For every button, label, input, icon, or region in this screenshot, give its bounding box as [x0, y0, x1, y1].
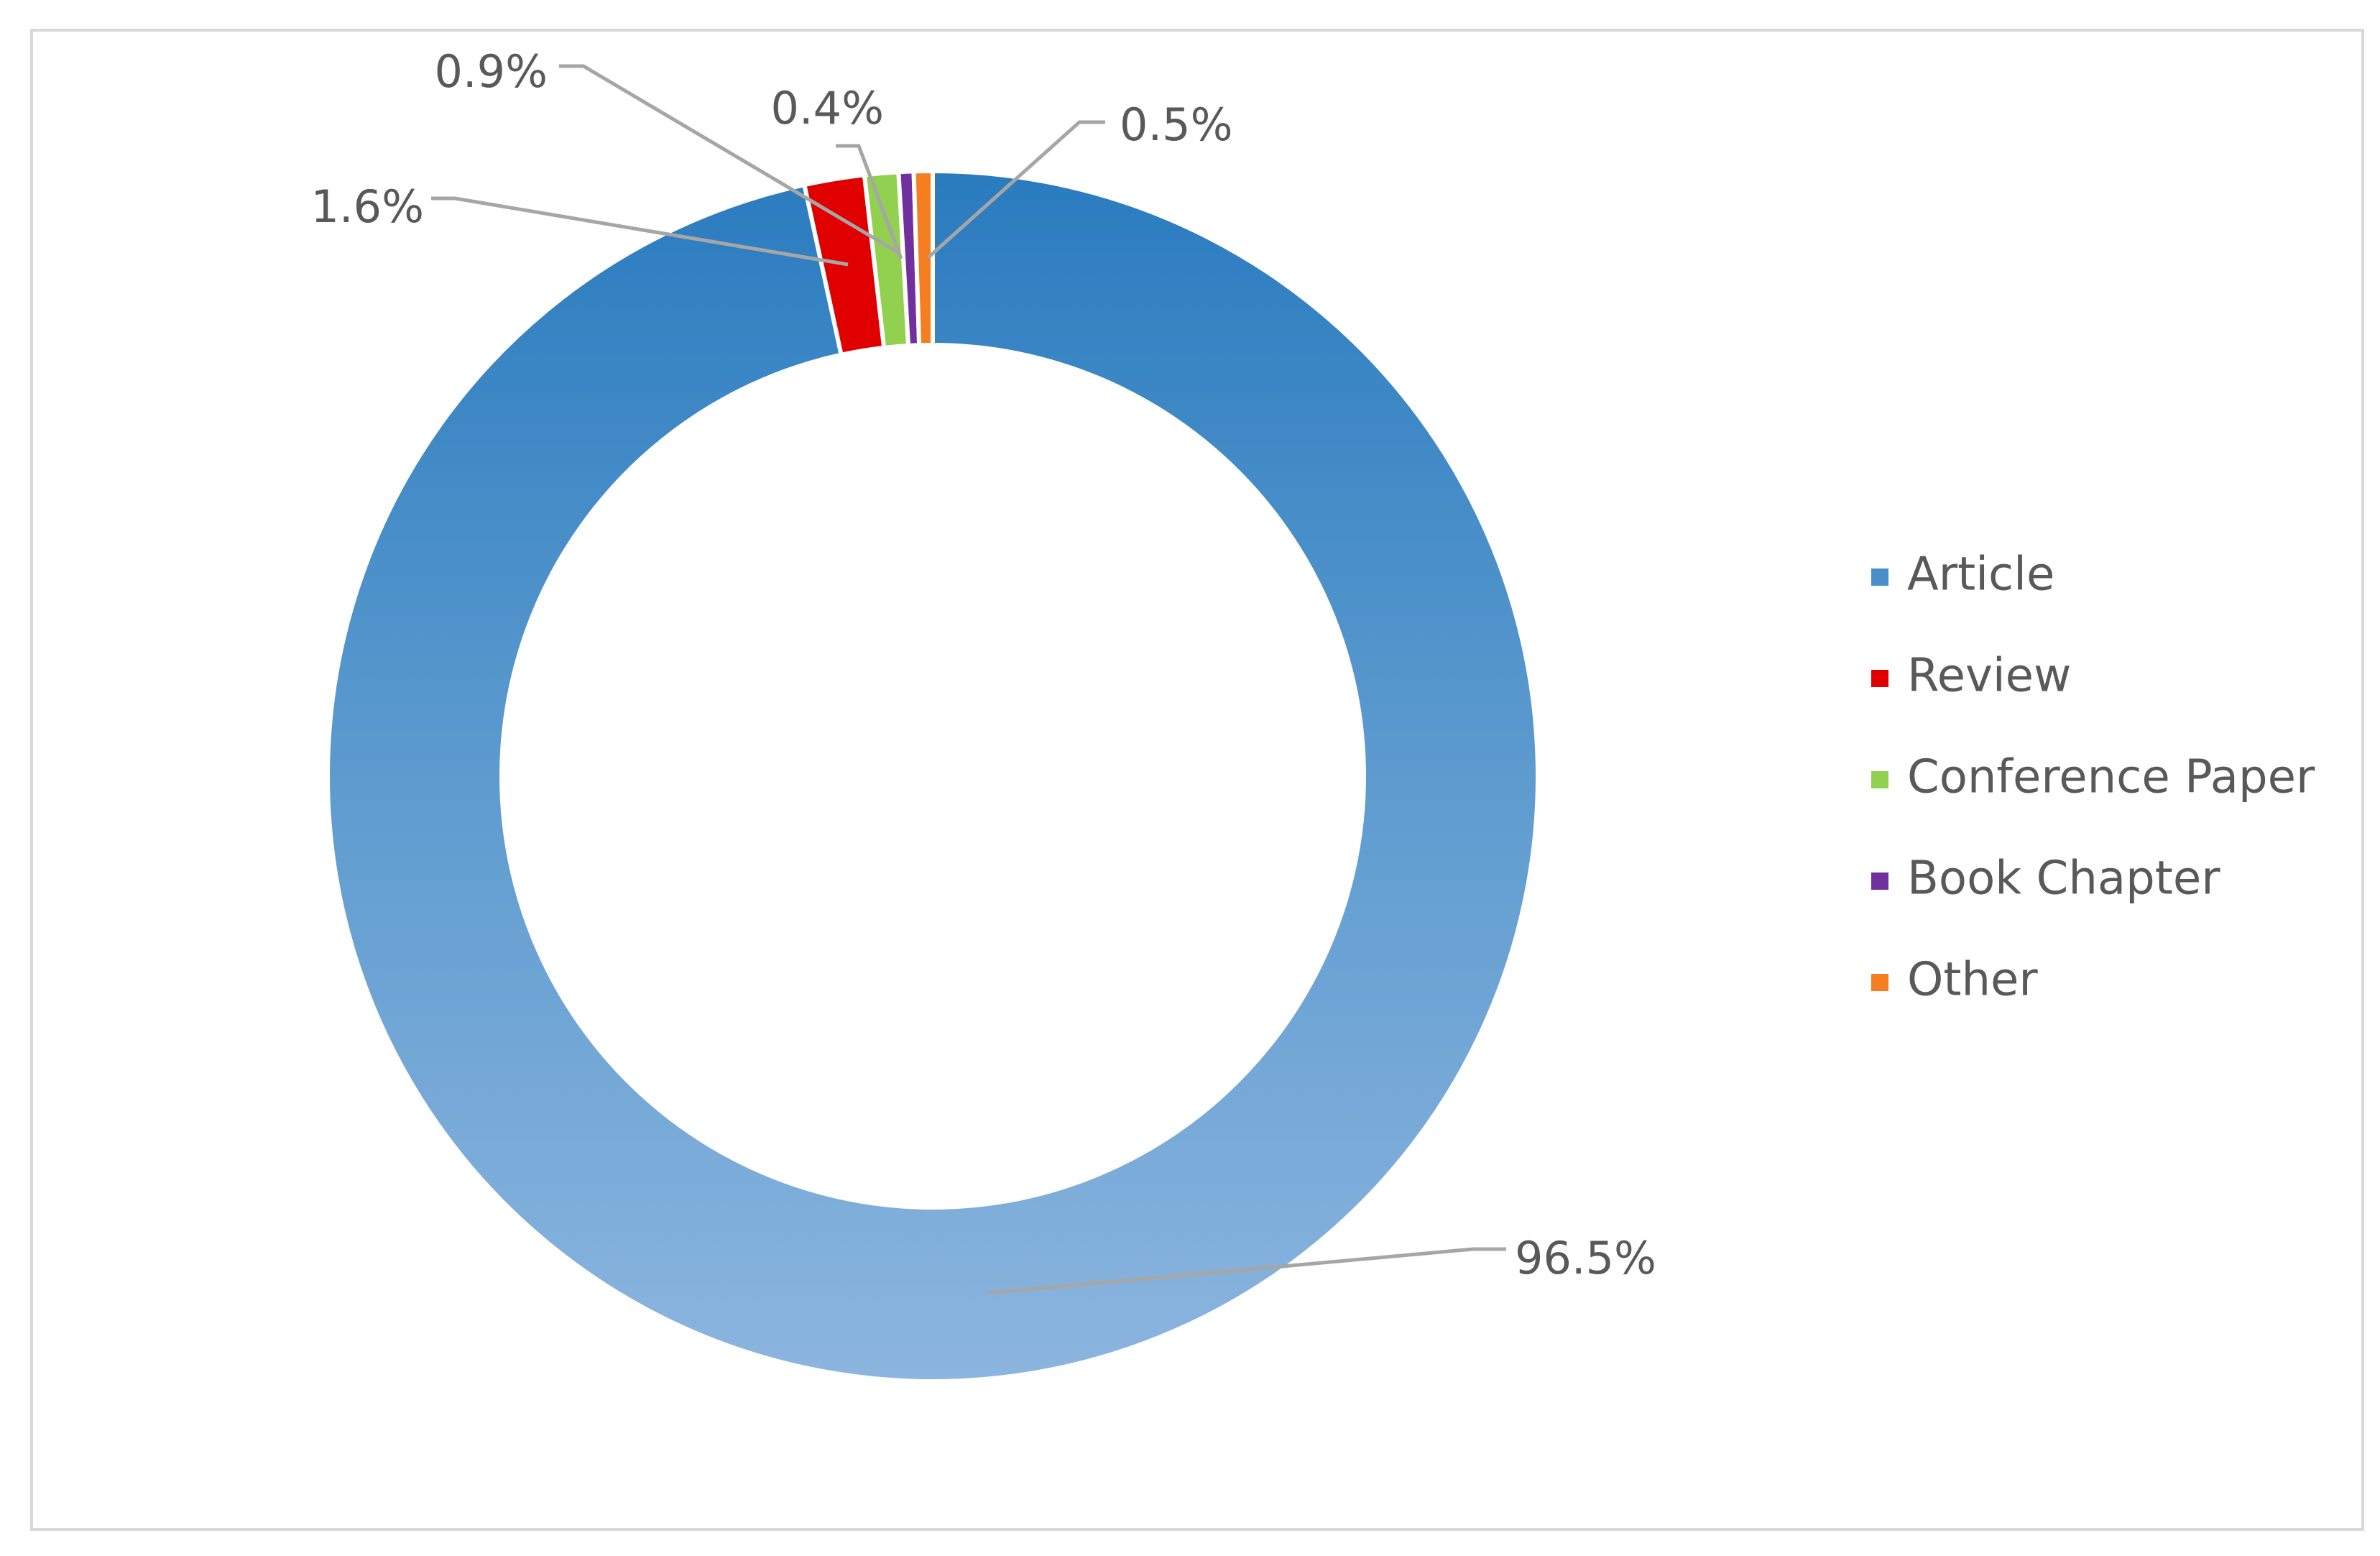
legend-swatch-conference-paper: [1871, 771, 1888, 788]
data-labels-group: 96.5% 1.6% 0.9% 0.4% 0.5%: [310, 45, 1656, 1284]
leader-line-other: [927, 120, 1105, 259]
leader-lines-group: [431, 64, 1506, 1295]
legend-label-conference-paper: Conference Paper: [1907, 751, 2315, 804]
leader-line-article: [987, 1247, 1506, 1295]
data-label-other: 0.5%: [1120, 98, 1233, 151]
slice-other: [911, 168, 935, 348]
legend-label-book-chapter: Book Chapter: [1907, 852, 2220, 906]
legend-swatch-article: [1871, 568, 1888, 586]
leader-line-review: [431, 196, 849, 267]
legend-swatch-review: [1871, 670, 1888, 687]
leader-line-book-chapter: [836, 144, 903, 259]
slice-article: [326, 168, 1540, 1384]
leader-line-conference-paper: [559, 64, 898, 254]
data-label-book-chapter: 0.4%: [770, 82, 884, 134]
legend-label-article: Article: [1907, 548, 2054, 602]
data-label-review: 1.6%: [310, 180, 424, 233]
data-label-article: 96.5%: [1515, 1232, 1656, 1284]
data-label-conference-paper: 0.9%: [434, 45, 548, 98]
legend-label-review: Review: [1907, 650, 2071, 703]
legend-swatch-other: [1871, 974, 1888, 991]
legend: Article Review Conference Paper Book Chapte…: [1871, 548, 2315, 1007]
legend-swatch-book-chapter: [1871, 873, 1888, 890]
legend-label-other: Other: [1907, 954, 2038, 1007]
slices-group: [326, 168, 1540, 1384]
